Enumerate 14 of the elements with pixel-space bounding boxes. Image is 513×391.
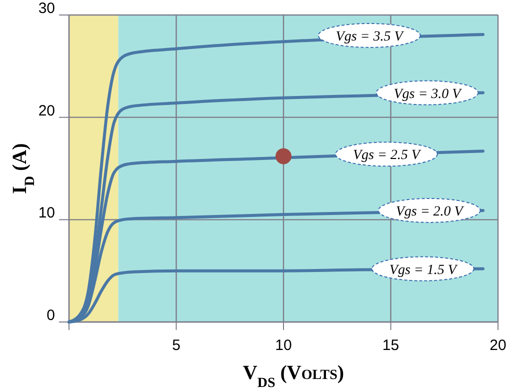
y-tick-label: 20 [38,102,55,120]
x-tick-label: 15 [382,337,400,354]
x-axis-title: V$_{DS}$ (Volts) [242,362,344,390]
x-tick-label: 5 [172,337,180,354]
annotation: Vgs = 2.5 V [352,148,422,164]
x-tick-label: 20 [490,337,506,354]
y-tick-label: 10 [38,204,55,222]
annotation: Vgs = 2.0 V [396,204,464,220]
y-tick-label: 30 [38,0,55,17]
annotation: Vgs = 3.0 V [394,86,462,102]
annotation: Vgs = 3.5 V [336,29,404,44]
annotation: Vgs = 1.5 V [389,262,458,278]
y-tick-label: 0 [46,307,55,324]
x-tick-label: 10 [275,337,292,354]
